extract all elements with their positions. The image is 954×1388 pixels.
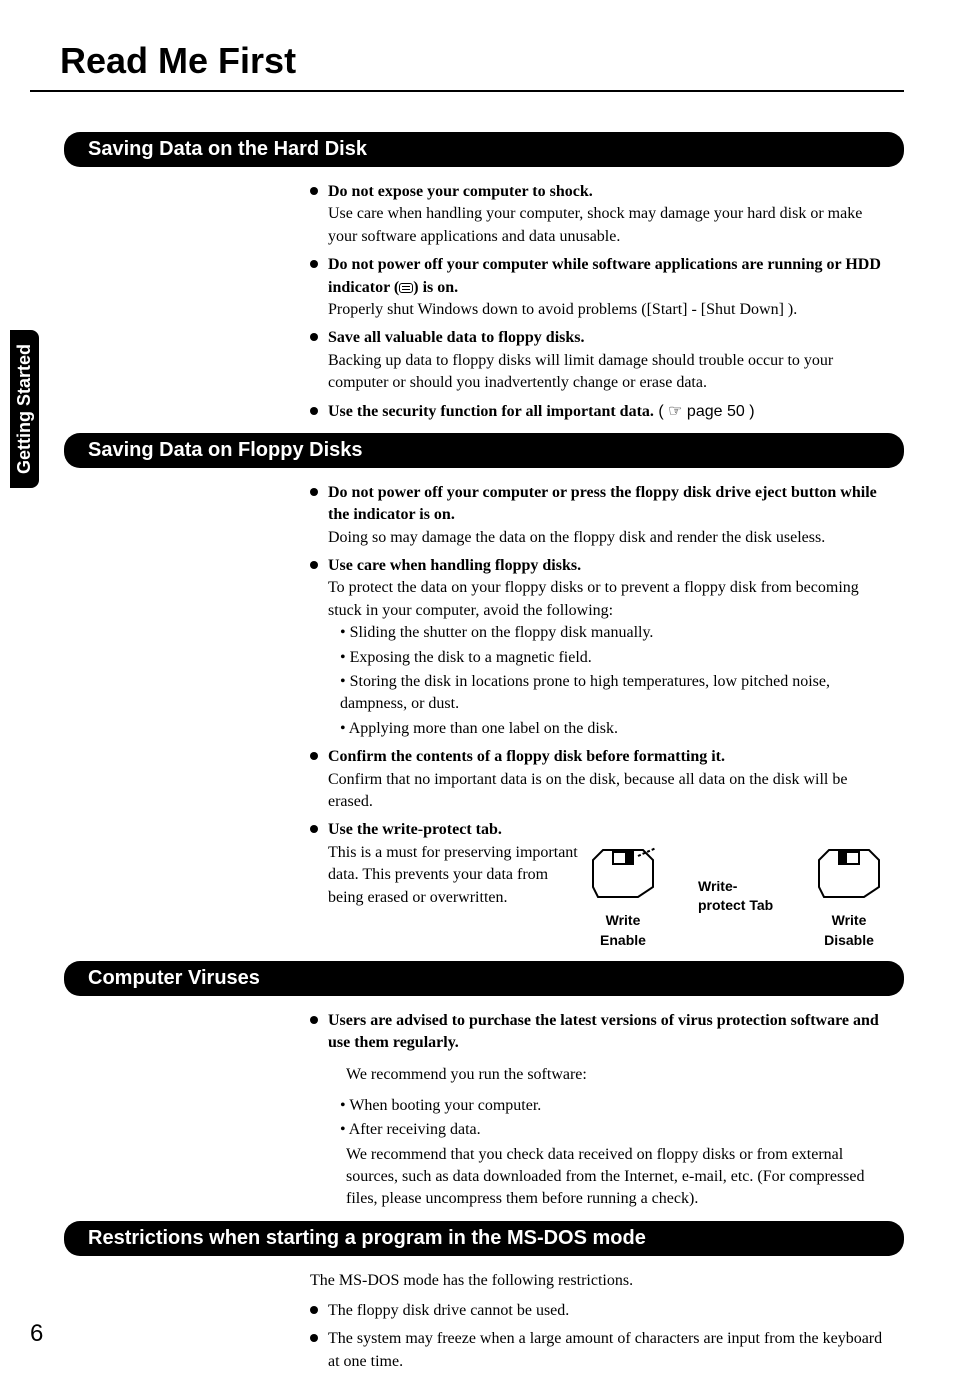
fl-item-2-bold: Use care when handling floppy disks. bbox=[328, 557, 581, 574]
floppy-diagram: Write Enable Write-protect Tab Write Dis… bbox=[588, 842, 884, 951]
hd-item-2-bold-post: ) is on. bbox=[413, 279, 458, 296]
hd-item-2: Do not power off your computer while sof… bbox=[310, 254, 884, 321]
section-header-floppy: Saving Data on Floppy Disks bbox=[64, 433, 904, 468]
content-hard-disk: Do not expose your computer to shock. Us… bbox=[310, 181, 884, 423]
fl-dash-1-text: Exposing the disk to a magnetic field. bbox=[350, 649, 592, 666]
hd-item-1-bold: Do not expose your computer to shock. bbox=[328, 183, 593, 200]
fl-item-4-body: This is a must for preserving important … bbox=[328, 842, 578, 909]
fl-item-1: Do not power off your computer or press … bbox=[310, 482, 884, 549]
section-header-hard-disk: Saving Data on the Hard Disk bbox=[64, 132, 904, 167]
floppy-disable-icon bbox=[814, 842, 884, 902]
fl-item-1-bold: Do not power off your computer or press … bbox=[328, 484, 877, 523]
fl-dash-3-text: Applying more than one label on the disk… bbox=[349, 720, 618, 737]
hdd-indicator-icon bbox=[399, 283, 413, 293]
write-enable-label: Write Enable bbox=[588, 911, 658, 950]
fl-dash-0: • Sliding the shutter on the floppy disk… bbox=[340, 622, 884, 644]
section-header-msdos: Restrictions when starting a program in … bbox=[64, 1221, 904, 1256]
hd-item-3: Save all valuable data to floppy disks. … bbox=[310, 327, 884, 394]
virus-bold: Users are advised to purchase the latest… bbox=[328, 1012, 879, 1051]
page-title: Read Me First bbox=[60, 40, 904, 82]
virus-dash-1-text: After receiving data. bbox=[349, 1121, 481, 1138]
page-ref-icon: ( ☞ page 50 ) bbox=[654, 403, 755, 420]
fl-item-4: Use the write-protect tab. This is a mus… bbox=[310, 819, 884, 950]
fl-dash-3: • Applying more than one label on the di… bbox=[340, 718, 884, 740]
write-disable-label: Write Disable bbox=[814, 911, 884, 950]
write-protect-tab-label: Write-protect Tab bbox=[698, 877, 774, 916]
hd-item-1: Do not expose your computer to shock. Us… bbox=[310, 181, 884, 248]
hd-item-4: Use the security function for all import… bbox=[310, 401, 884, 423]
fl-item-3-bold: Confirm the contents of a floppy disk be… bbox=[328, 748, 725, 765]
floppy-enable-icon bbox=[588, 842, 658, 902]
content-msdos: The MS-DOS mode has the following restri… bbox=[310, 1270, 884, 1374]
fl-dash-2-text: Storing the disk in locations prone to h… bbox=[340, 673, 830, 712]
virus-dash-1: • After receiving data. bbox=[340, 1119, 884, 1141]
virus-tail: We recommend that you check data receive… bbox=[346, 1144, 884, 1211]
fl-item-3: Confirm the contents of a floppy disk be… bbox=[310, 746, 884, 813]
hd-item-4-bold: Use the security function for all import… bbox=[328, 403, 654, 420]
fl-dash-2: • Storing the disk in locations prone to… bbox=[340, 671, 884, 716]
virus-item-1: Users are advised to purchase the latest… bbox=[310, 1010, 884, 1211]
fl-dash-1: • Exposing the disk to a magnetic field. bbox=[340, 647, 884, 669]
hd-item-3-body: Backing up data to floppy disks will lim… bbox=[328, 352, 833, 391]
hd-item-3-bold: Save all valuable data to floppy disks. bbox=[328, 329, 585, 346]
fl-dash-0-text: Sliding the shutter on the floppy disk m… bbox=[350, 624, 654, 641]
fl-item-2-dashlist: • Sliding the shutter on the floppy disk… bbox=[340, 622, 884, 740]
virus-dash-0-text: When booting your computer. bbox=[349, 1097, 541, 1114]
hd-item-1-body: Use care when handling your computer, sh… bbox=[328, 205, 862, 244]
side-tab-getting-started: Getting Started bbox=[10, 330, 39, 488]
msdos-item-0: The floppy disk drive cannot be used. bbox=[310, 1300, 884, 1322]
section-header-viruses: Computer Viruses bbox=[64, 961, 904, 996]
hd-item-2-body: Properly shut Windows down to avoid prob… bbox=[328, 301, 797, 318]
fl-item-3-body: Confirm that no important data is on the… bbox=[328, 771, 847, 810]
msdos-item-1: The system may freeze when a large amoun… bbox=[310, 1328, 884, 1373]
content-floppy: Do not power off your computer or press … bbox=[310, 482, 884, 951]
fl-item-1-body: Doing so may damage the data on the flop… bbox=[328, 529, 825, 546]
content-viruses: Users are advised to purchase the latest… bbox=[310, 1010, 884, 1211]
fl-item-2-body: To protect the data on your floppy disks… bbox=[328, 579, 859, 618]
virus-dash-0: • When booting your computer. bbox=[340, 1095, 884, 1117]
virus-line1: We recommend you run the software: bbox=[346, 1064, 884, 1086]
fl-item-2: Use care when handling floppy disks. To … bbox=[310, 555, 884, 740]
msdos-intro: The MS-DOS mode has the following restri… bbox=[310, 1270, 884, 1292]
title-rule bbox=[30, 90, 904, 92]
page-number: 6 bbox=[30, 1320, 43, 1348]
fl-item-4-bold: Use the write-protect tab. bbox=[328, 821, 502, 838]
